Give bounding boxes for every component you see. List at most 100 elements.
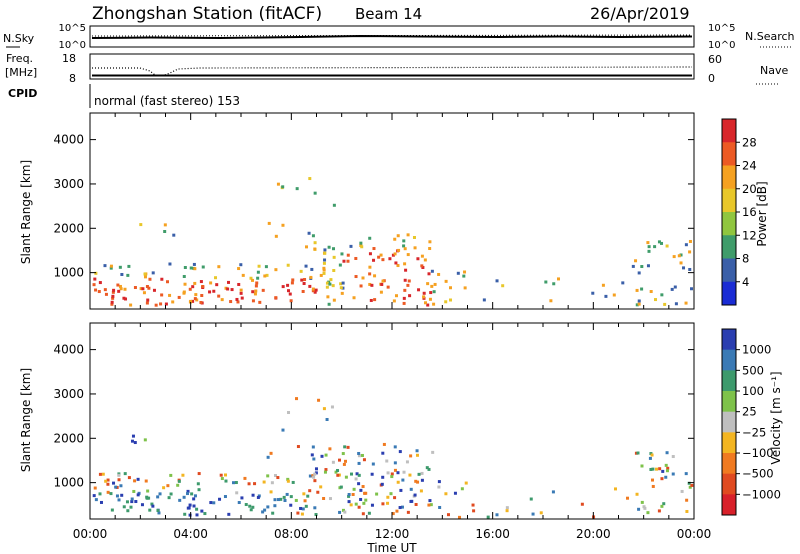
echo-cell: [282, 495, 286, 499]
echo-cell: [218, 497, 222, 501]
echo-cell: [190, 492, 194, 496]
echo-cell: [243, 476, 247, 480]
echo-cell: [386, 471, 390, 475]
echo-cell: [359, 241, 363, 245]
echo-cell: [119, 484, 123, 488]
echo-cell: [486, 515, 490, 519]
echo-cell: [237, 282, 241, 286]
echo-cell: [314, 467, 318, 471]
echo-cell: [311, 289, 315, 293]
echo-cell: [457, 515, 461, 519]
echo-cell: [529, 497, 533, 501]
echo-cell: [311, 445, 315, 449]
echo-cell: [109, 264, 113, 268]
y-tick-label: 2000: [53, 221, 84, 235]
echo-cell: [144, 479, 148, 483]
echo-cell: [168, 293, 172, 297]
echo-cell: [347, 500, 351, 504]
echo-cell: [251, 299, 255, 303]
echo-cell: [296, 511, 300, 515]
echo-cell: [637, 507, 641, 511]
echo-cell: [126, 509, 130, 513]
echo-cell: [429, 291, 433, 295]
echo-cell: [396, 264, 400, 268]
echo-cell: [197, 472, 201, 476]
echo-cell: [377, 255, 381, 259]
echo-cell: [364, 491, 368, 495]
echo-cell: [402, 301, 406, 305]
echo-cell: [183, 512, 187, 516]
echo-cell: [664, 463, 668, 467]
echo-cell: [464, 481, 468, 485]
echo-cell: [317, 398, 321, 402]
echo-cell: [415, 453, 419, 457]
echo-cell: [295, 187, 299, 191]
echo-cell: [325, 281, 329, 285]
echo-cell: [98, 492, 102, 496]
echo-cell: [643, 506, 647, 510]
echo-cell: [163, 230, 167, 234]
echo-cell: [118, 265, 122, 269]
echo-cell: [670, 287, 674, 291]
echo-cell: [432, 302, 436, 306]
echo-cell: [143, 438, 147, 442]
time-tick-label: 12:00: [375, 527, 410, 541]
echo-cell: [286, 263, 290, 267]
echo-cell: [427, 272, 431, 276]
echo-cell: [357, 451, 361, 455]
echo-cell: [417, 472, 421, 476]
echo-cell: [336, 473, 340, 477]
echo-cell: [346, 253, 350, 257]
echo-cell: [327, 245, 331, 249]
echo-cell: [130, 500, 134, 504]
nsearch-trace: [91, 34, 693, 37]
echo-cell: [312, 475, 316, 479]
echo-cell: [241, 273, 245, 277]
echo-cell: [444, 492, 448, 496]
echo-cell: [263, 274, 267, 278]
echo-cell: [357, 473, 361, 477]
echo-cell: [104, 479, 108, 483]
echo-cell: [328, 447, 332, 451]
echo-cell: [266, 474, 270, 478]
echo-cell: [661, 469, 665, 473]
echo-cell: [381, 502, 385, 506]
echo-cell: [193, 267, 197, 271]
echo-cell: [103, 288, 107, 292]
colorbar-tick-label: 20: [742, 182, 757, 196]
echo-cell: [635, 303, 639, 307]
echo-cell: [310, 267, 314, 271]
echo-cell: [137, 491, 141, 495]
echo-cell: [660, 504, 664, 508]
nave-trace: [92, 66, 693, 77]
echo-cell: [196, 482, 200, 486]
echo-cell: [302, 282, 306, 286]
echo-cell: [304, 264, 308, 268]
echo-cell: [253, 292, 257, 296]
echo-cell: [122, 296, 126, 300]
echo-cell: [182, 495, 186, 499]
echo-cell: [265, 273, 269, 277]
echo-cell: [111, 294, 115, 298]
power-colorbar-label: Power [dB]: [755, 181, 769, 246]
echo-cell: [212, 501, 216, 505]
echo-cell: [237, 267, 241, 271]
echo-cell: [640, 287, 644, 291]
echo-cell: [186, 492, 190, 496]
echo-cell: [660, 293, 664, 297]
echo-cell: [426, 282, 430, 286]
echo-cell: [304, 245, 308, 249]
echo-cell: [357, 505, 361, 509]
echo-cell: [323, 470, 327, 474]
echo-cell: [402, 244, 406, 248]
echo-cell: [195, 513, 199, 517]
echo-cell: [371, 462, 375, 466]
echo-cell: [386, 285, 390, 289]
echo-cell: [471, 503, 475, 507]
echo-cell: [580, 502, 584, 506]
echo-cell: [256, 276, 260, 280]
echo-cell: [381, 258, 385, 262]
echo-cell: [251, 290, 255, 294]
echo-cell: [101, 472, 105, 476]
